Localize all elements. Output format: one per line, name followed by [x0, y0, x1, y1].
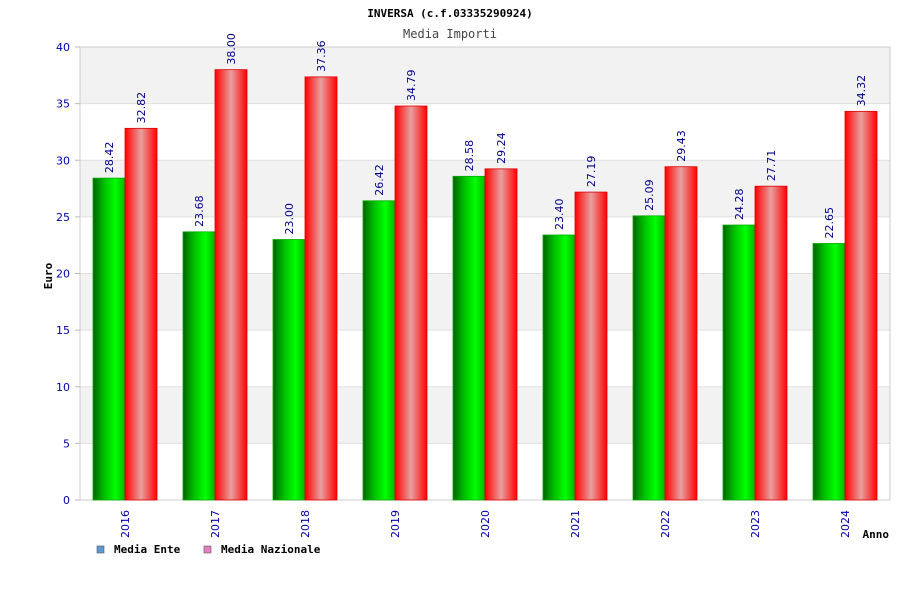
data-label: 28.42 [103, 142, 116, 174]
data-label: 34.32 [855, 75, 868, 107]
bar-media-nazionale-2021 [574, 191, 608, 501]
bar-media-ente-2018 [272, 239, 306, 501]
legend-label-media-nazionale: Media Nazionale [221, 543, 321, 556]
y-tick-label: 20 [56, 268, 70, 281]
legend-swatch-media-ente [96, 545, 105, 554]
y-tick-label: 10 [56, 381, 70, 394]
bar-media-ente-2016 [92, 177, 126, 501]
bar-media-ente-2021 [542, 234, 576, 501]
chart-title: INVERSA (c.f.03335290924) [367, 7, 533, 20]
bar-media-ente-2019 [362, 200, 396, 501]
bar-media-nazionale-2016 [124, 127, 158, 501]
data-label: 32.82 [135, 92, 148, 124]
x-tick-label: 2016 [119, 510, 132, 538]
data-label: 25.09 [643, 179, 656, 211]
data-label: 23.00 [283, 203, 296, 235]
bar-media-nazionale-2022 [664, 166, 698, 501]
bar-media-ente-2023 [722, 224, 756, 501]
legend-swatch-media-nazionale [203, 545, 212, 554]
chart-subtitle: Media Importi [403, 27, 497, 41]
grid-band [80, 47, 890, 104]
x-axis-label: Anno [863, 528, 890, 541]
y-axis-label: Euro [42, 262, 55, 289]
bar-media-ente-2020 [452, 175, 486, 501]
data-label: 27.19 [585, 156, 598, 188]
data-label: 23.40 [553, 198, 566, 230]
y-tick-label: 25 [56, 211, 70, 224]
y-tick-label: 35 [56, 98, 70, 111]
bar-media-nazionale-2017 [214, 69, 248, 501]
x-tick-label: 2023 [749, 510, 762, 538]
bars [92, 69, 878, 501]
legend-label-media-ente: Media Ente [114, 543, 181, 556]
y-tick-label: 5 [63, 437, 70, 450]
y-tick-label: 15 [56, 324, 70, 337]
bar-media-nazionale-2020 [484, 168, 518, 501]
data-label: 38.00 [225, 33, 238, 65]
data-label: 27.71 [765, 150, 778, 182]
data-labels: 28.42 32.82 23.68 38.00 23.00 37.36 26.42 34.79… [103, 33, 868, 238]
data-label: 34.79 [405, 70, 418, 102]
y-tick-label: 0 [63, 494, 70, 507]
bar-media-ente-2017 [182, 231, 216, 501]
bar-media-nazionale-2023 [754, 185, 788, 501]
bar-media-ente-2024 [812, 243, 846, 501]
y-tick-label: 30 [56, 154, 70, 167]
x-tick-label: 2021 [569, 510, 582, 538]
data-label: 24.28 [733, 189, 746, 221]
x-tick-label: 2017 [209, 510, 222, 538]
bar-media-nazionale-2019 [394, 105, 428, 501]
y-tick-label: 40 [56, 41, 70, 54]
x-tick-label: 2019 [389, 510, 402, 538]
bar-media-nazionale-2024 [844, 110, 878, 501]
data-label: 23.68 [193, 195, 206, 227]
data-label: 28.58 [463, 140, 476, 172]
bar-media-ente-2022 [632, 215, 666, 501]
bar-media-nazionale-2018 [304, 76, 338, 501]
data-label: 29.43 [675, 130, 688, 162]
y-axis-ticks: 0 5 10 15 20 25 30 35 40 [56, 41, 80, 507]
x-tick-label: 2024 [839, 510, 852, 538]
x-tick-label: 2018 [299, 510, 312, 538]
x-tick-label: 2020 [479, 510, 492, 538]
x-axis-ticks: 2016 2017 2018 2019 2020 2021 2022 2023 2024 [119, 510, 852, 538]
data-label: 22.65 [823, 207, 836, 239]
x-tick-label: 2022 [659, 510, 672, 538]
data-label: 26.42 [373, 164, 386, 196]
legend: Media Ente Media Nazionale [96, 543, 321, 556]
data-label: 37.36 [315, 40, 328, 72]
data-label: 29.24 [495, 132, 508, 164]
